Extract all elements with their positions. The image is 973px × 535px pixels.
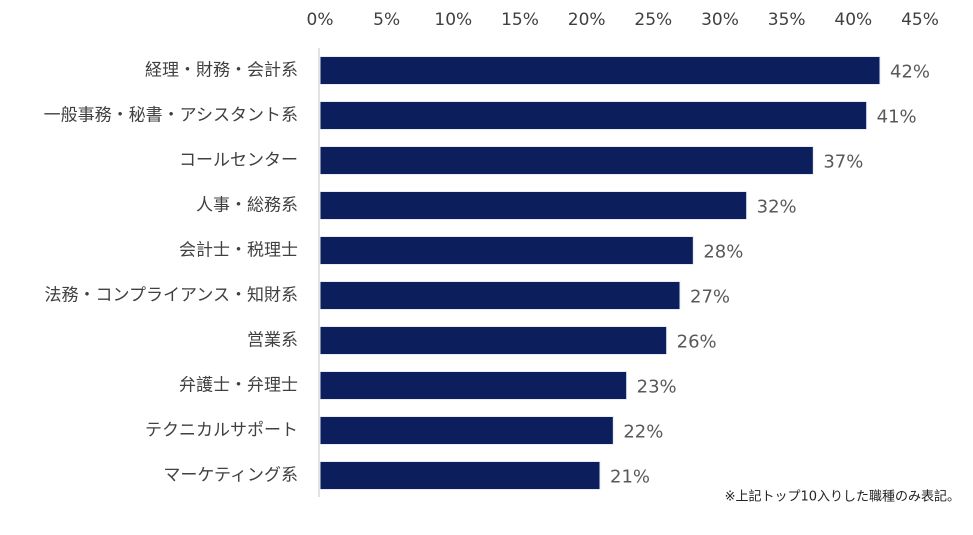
x-tick-label: 5% [373,10,400,30]
category-label: 会計士・税理士 [179,241,298,261]
x-tick-label: 35% [768,10,806,30]
x-tick-label: 15% [501,10,539,30]
footnote: ※上記トップ10入りした職種のみ表記。 [725,489,960,505]
value-label: 41% [877,107,917,128]
value-label: 27% [690,287,730,308]
bar [319,236,694,265]
value-label: 21% [610,467,650,488]
bar [319,371,628,400]
bar [319,101,868,130]
category-label: 一般事務・秘書・アシスタント系 [44,106,298,126]
category-label: 経理・財務・会計系 [145,61,298,81]
x-tick-label: 40% [834,10,872,30]
x-tick-label: 10% [434,10,472,30]
value-label: 23% [637,377,677,398]
x-tick-label: 25% [634,10,672,30]
value-label: 32% [757,197,797,218]
category-label: マーケティング系 [163,466,298,486]
category-label: 営業系 [247,331,298,351]
bar [319,191,748,220]
value-label: 26% [677,332,717,353]
category-label: 弁護士・弁理士 [179,376,298,396]
x-tick-label: 0% [307,10,334,30]
bar [319,416,614,445]
bar [319,461,601,490]
bar [319,146,814,175]
category-label: 法務・コンプライアンス・知財系 [45,286,298,306]
value-label: 42% [890,62,930,83]
category-label: 人事・総務系 [196,196,298,216]
bar [319,281,681,310]
category-label: コールセンター [179,151,298,171]
bar [319,56,881,85]
value-label: 37% [823,152,863,173]
x-tick-label: 30% [701,10,739,30]
category-label: テクニカルサポート [145,421,298,441]
value-label: 22% [623,422,663,443]
x-tick-label: 45% [901,10,939,30]
x-tick-label: 20% [568,10,606,30]
value-label: 28% [703,242,743,263]
bar [319,326,668,355]
